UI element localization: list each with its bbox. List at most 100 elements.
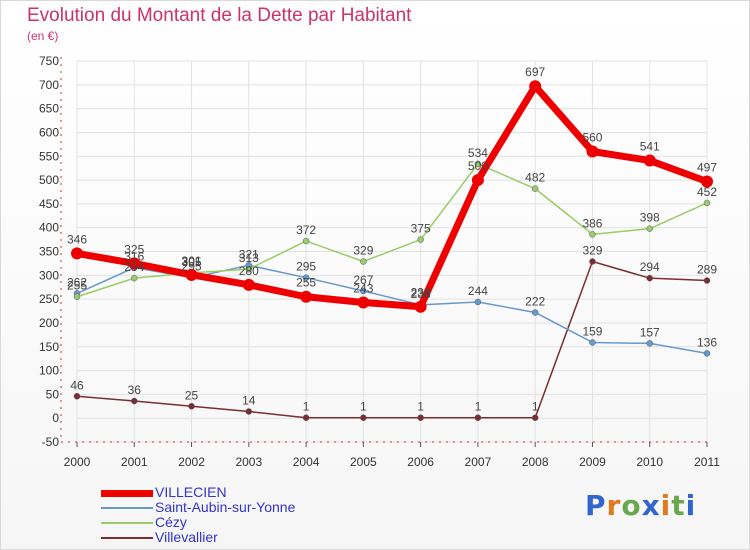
data-point bbox=[302, 274, 310, 281]
data-point bbox=[131, 397, 138, 405]
y-tick-label: 650 bbox=[39, 102, 59, 116]
y-tick-label: 450 bbox=[39, 197, 59, 211]
data-label: 560 bbox=[582, 130, 602, 144]
data-label: 222 bbox=[525, 294, 545, 308]
y-tick-label: 550 bbox=[39, 149, 59, 163]
x-tick-label: 2005 bbox=[350, 455, 377, 469]
data-point bbox=[531, 309, 539, 316]
data-point bbox=[302, 414, 310, 421]
data-point bbox=[360, 414, 367, 421]
logo-letter: x bbox=[641, 489, 661, 522]
data-label: 372 bbox=[296, 223, 316, 237]
x-tick-label: 2000 bbox=[64, 455, 91, 469]
data-label: 136 bbox=[697, 335, 717, 349]
data-label: 541 bbox=[640, 140, 660, 154]
data-point bbox=[643, 154, 656, 167]
data-point bbox=[703, 350, 711, 357]
x-tick-label: 2009 bbox=[579, 455, 606, 469]
data-label: 500 bbox=[468, 159, 488, 173]
y-tick-label: 250 bbox=[39, 292, 59, 306]
logo-letter: P bbox=[585, 489, 607, 522]
data-label: 452 bbox=[697, 185, 717, 199]
data-point bbox=[417, 236, 424, 243]
y-tick-label: 150 bbox=[39, 340, 59, 354]
y-tick-label: -50 bbox=[42, 435, 60, 449]
y-tick-label: 700 bbox=[39, 78, 59, 92]
data-point bbox=[357, 296, 370, 309]
legend-swatch bbox=[101, 522, 153, 524]
data-label: 159 bbox=[582, 324, 602, 338]
data-label: 325 bbox=[124, 242, 144, 256]
data-label: 295 bbox=[182, 260, 202, 274]
grid-lines bbox=[76, 60, 708, 443]
data-label: 295 bbox=[296, 260, 316, 274]
x-tick-label: 2001 bbox=[121, 455, 148, 469]
data-label: 482 bbox=[525, 171, 545, 185]
x-tick-label: 2003 bbox=[235, 455, 262, 469]
series-line-2 bbox=[76, 163, 708, 298]
data-label: 267 bbox=[353, 273, 373, 287]
y-tick-label: 750 bbox=[39, 54, 59, 68]
y-tick-label: 600 bbox=[39, 125, 59, 139]
legend-swatch bbox=[101, 507, 153, 509]
chart-subtitle: (en €) bbox=[27, 29, 59, 43]
data-label: 244 bbox=[468, 284, 488, 298]
data-label: 255 bbox=[296, 276, 316, 290]
data-label: 36 bbox=[128, 383, 142, 397]
data-point bbox=[474, 160, 482, 168]
data-label: 1 bbox=[360, 400, 367, 414]
data-point bbox=[188, 403, 195, 410]
data-label: 280 bbox=[239, 264, 259, 278]
data-label: 313 bbox=[239, 251, 259, 265]
data-label: 243 bbox=[353, 281, 373, 295]
data-label: 294 bbox=[640, 260, 660, 274]
data-label: 234 bbox=[411, 286, 431, 300]
data-point bbox=[360, 258, 367, 265]
data-point bbox=[531, 185, 539, 192]
data-point bbox=[646, 340, 653, 347]
x-tick-label: 2011 bbox=[694, 455, 720, 469]
data-point bbox=[589, 231, 596, 238]
data-label: 386 bbox=[582, 216, 602, 230]
x-tick-label: 2006 bbox=[407, 455, 434, 469]
data-point bbox=[474, 298, 482, 306]
data-point bbox=[531, 414, 539, 421]
data-point bbox=[646, 225, 653, 232]
data-point bbox=[474, 414, 482, 421]
data-point bbox=[245, 408, 253, 415]
data-label: 46 bbox=[70, 378, 84, 392]
data-point bbox=[185, 268, 198, 281]
data-labels: 46 36 25 14 1 1 1 1 1 329 294 289 262 316 295 321 295 267… bbox=[67, 65, 717, 413]
data-label: 375 bbox=[411, 222, 431, 236]
data-label: 157 bbox=[640, 325, 660, 339]
data-label: 25 bbox=[185, 388, 199, 402]
y-tick-label: 400 bbox=[39, 221, 59, 235]
data-label: 697 bbox=[525, 65, 545, 79]
data-point bbox=[589, 339, 596, 346]
logo-letter: i bbox=[685, 489, 697, 522]
data-label: 14 bbox=[242, 394, 256, 408]
data-label: 255 bbox=[67, 279, 87, 293]
data-point bbox=[703, 277, 711, 284]
data-label: 301 bbox=[182, 254, 202, 268]
data-point bbox=[242, 278, 255, 291]
series-line-1 bbox=[76, 264, 708, 355]
x-tick-label: 2007 bbox=[465, 455, 492, 469]
x-tick-label: 2008 bbox=[522, 455, 549, 469]
legend-swatch bbox=[101, 490, 153, 497]
data-point bbox=[586, 145, 599, 158]
y-tick-label: 100 bbox=[39, 364, 59, 378]
data-label: 1 bbox=[303, 400, 310, 414]
data-point bbox=[245, 265, 253, 273]
data-point bbox=[71, 247, 83, 260]
data-label: 329 bbox=[582, 244, 602, 258]
data-label: 398 bbox=[640, 211, 660, 225]
series-line-0 bbox=[76, 82, 709, 311]
y-tick-label: 200 bbox=[39, 316, 59, 330]
data-label: 346 bbox=[67, 232, 87, 246]
data-point bbox=[302, 237, 310, 245]
data-point bbox=[414, 300, 427, 313]
data-point bbox=[300, 290, 313, 303]
data-label: 497 bbox=[697, 160, 717, 174]
